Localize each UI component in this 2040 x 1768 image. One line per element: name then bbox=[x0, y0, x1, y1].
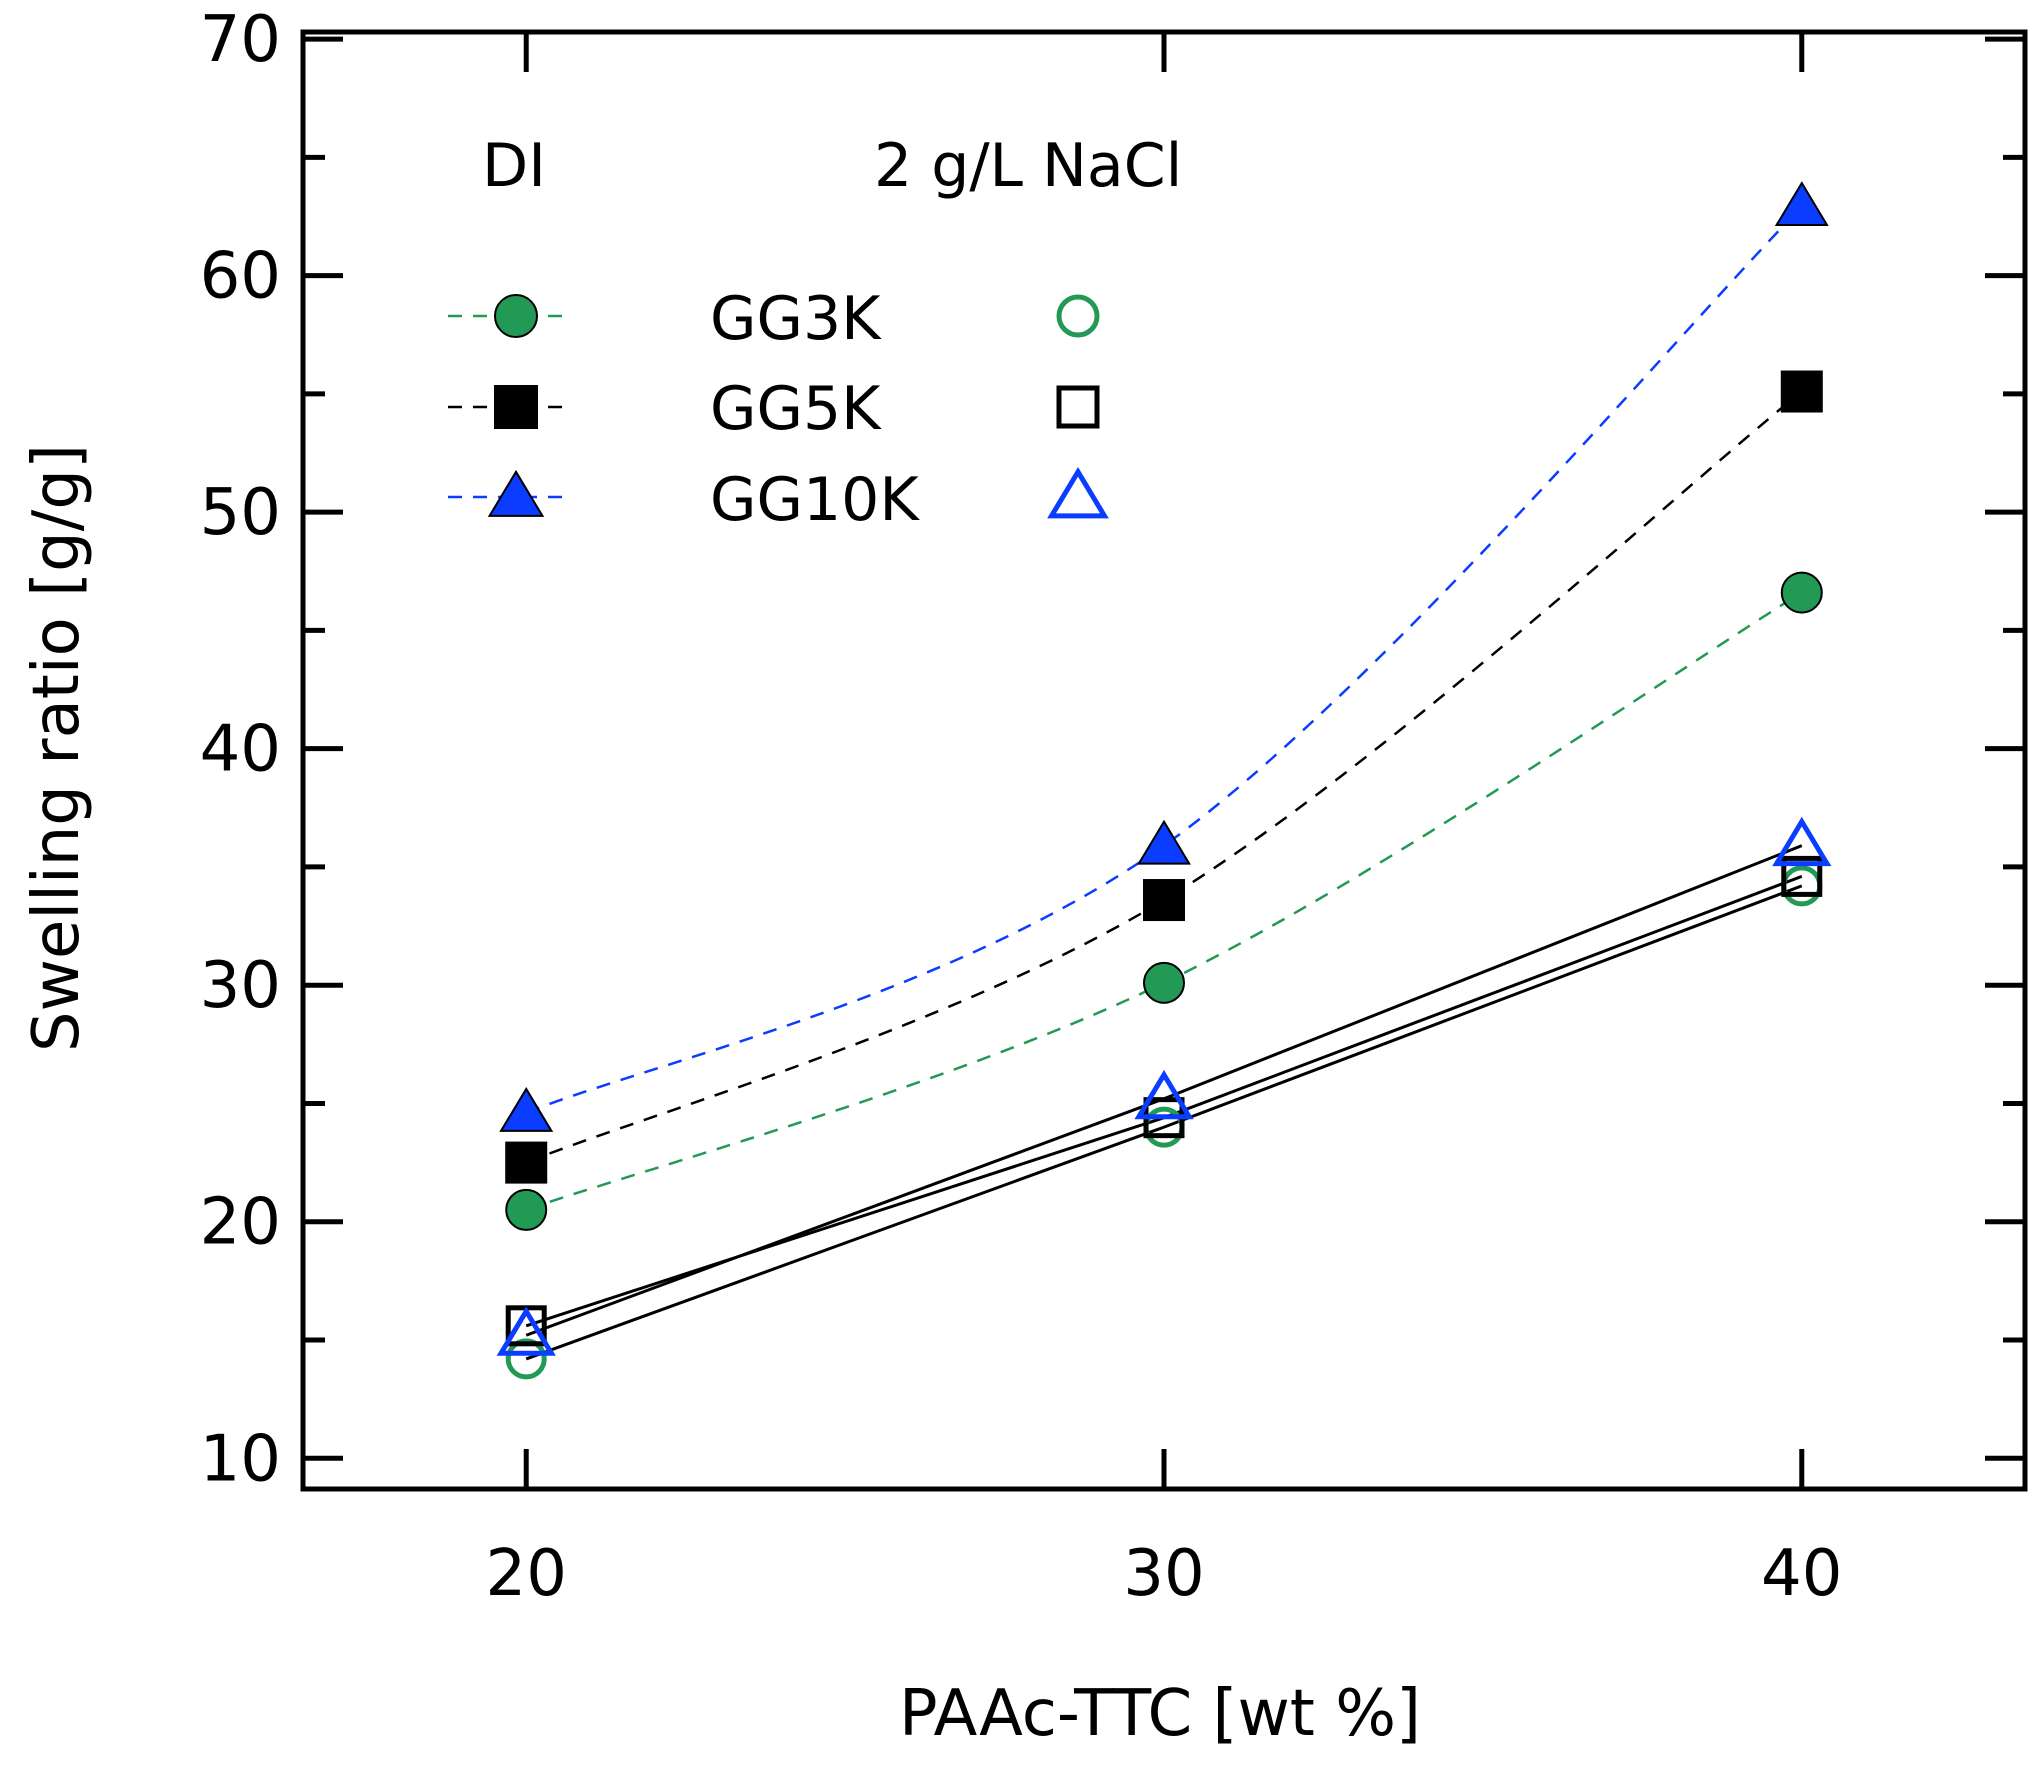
point-gg10k-di-20 bbox=[499, 1086, 554, 1132]
y-tick-label-10: 10 bbox=[200, 1422, 281, 1496]
legend-header-di: DI bbox=[482, 131, 546, 201]
y-tick-label-30: 30 bbox=[200, 949, 281, 1023]
point-gg5k-di-40 bbox=[1780, 370, 1823, 413]
legend-marker-gg3k-di bbox=[494, 294, 538, 338]
legend-label-gg10k: GG10K bbox=[710, 465, 920, 535]
series-line-gg10k-di bbox=[525, 206, 1803, 1115]
point-gg5k-di-30 bbox=[1143, 879, 1185, 922]
point-gg5k-nacl-40 bbox=[1781, 855, 1823, 897]
point-gg10k-di-40 bbox=[1774, 181, 1829, 227]
legend-header-nacl: 2 g/L NaCl bbox=[874, 131, 1182, 201]
point-gg3k-di-40 bbox=[1780, 571, 1823, 614]
series-line-gg3k-nacl bbox=[525, 884, 1803, 1361]
x-tick-label-20: 20 bbox=[486, 1537, 567, 1611]
y-tick-label-40: 40 bbox=[200, 713, 281, 787]
y-tick-label-70: 70 bbox=[200, 3, 281, 77]
point-gg10k-nacl-20 bbox=[496, 1306, 556, 1356]
point-gg10k-nacl-30 bbox=[1134, 1069, 1194, 1120]
legend-marker-gg10k-di bbox=[487, 469, 545, 517]
legend: DI 2 g/L NaCl GG3K GG5K GG10K bbox=[448, 131, 1182, 535]
y-tick-label-50: 50 bbox=[200, 476, 281, 550]
plot-frame bbox=[300, 29, 2028, 1492]
series-markers bbox=[496, 181, 1832, 1380]
point-gg10k-di-30 bbox=[1137, 819, 1191, 865]
legend-marker-gg3k-nacl bbox=[1056, 294, 1100, 338]
axis-ticks: 10 20 30 40 50 60 70 20 30 40 bbox=[200, 3, 2025, 1611]
legend-marker-gg5k-nacl bbox=[1056, 385, 1100, 429]
legend-label-gg3k: GG3K bbox=[710, 284, 882, 354]
point-gg10k-nacl-40 bbox=[1772, 816, 1832, 867]
point-gg3k-di-30 bbox=[1143, 961, 1185, 1004]
legend-label-gg5k: GG5K bbox=[710, 374, 882, 444]
plot-area bbox=[300, 29, 2028, 1492]
point-gg3k-di-20 bbox=[505, 1188, 548, 1231]
y-tick-label-60: 60 bbox=[200, 240, 281, 314]
legend-marker-gg10k-nacl bbox=[1047, 466, 1109, 519]
point-gg5k-di-20 bbox=[505, 1141, 548, 1184]
point-gg3k-nacl-20 bbox=[505, 1338, 547, 1380]
x-tick-label-30: 30 bbox=[1123, 1537, 1204, 1611]
x-axis-title: PAAc-TTC [wt %] bbox=[899, 1677, 1421, 1751]
legend-marker-gg5k-di bbox=[494, 385, 538, 429]
x-tick-label-40: 40 bbox=[1761, 1537, 1842, 1611]
series-line-gg5k-di bbox=[525, 390, 1803, 1164]
y-tick-label-20: 20 bbox=[200, 1186, 281, 1260]
y-axis-title: Swelling ratio [g/g] bbox=[20, 444, 94, 1052]
